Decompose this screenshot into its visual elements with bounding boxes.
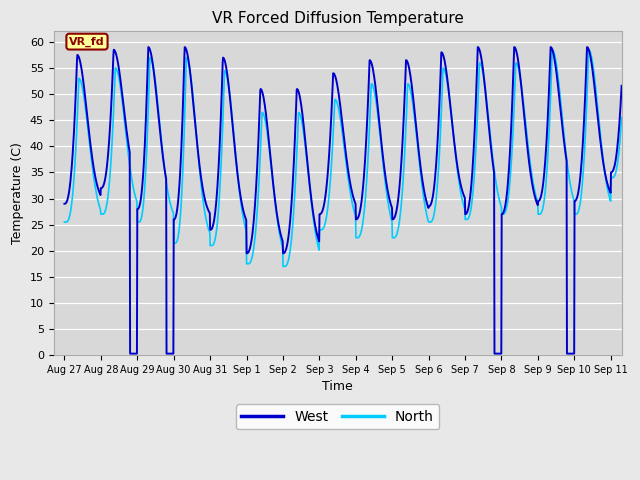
X-axis label: Time: Time <box>322 381 353 394</box>
Title: VR Forced Diffusion Temperature: VR Forced Diffusion Temperature <box>212 11 463 26</box>
Y-axis label: Temperature (C): Temperature (C) <box>11 143 24 244</box>
Legend: West, North: West, North <box>236 404 439 429</box>
Text: VR_fd: VR_fd <box>69 36 105 47</box>
